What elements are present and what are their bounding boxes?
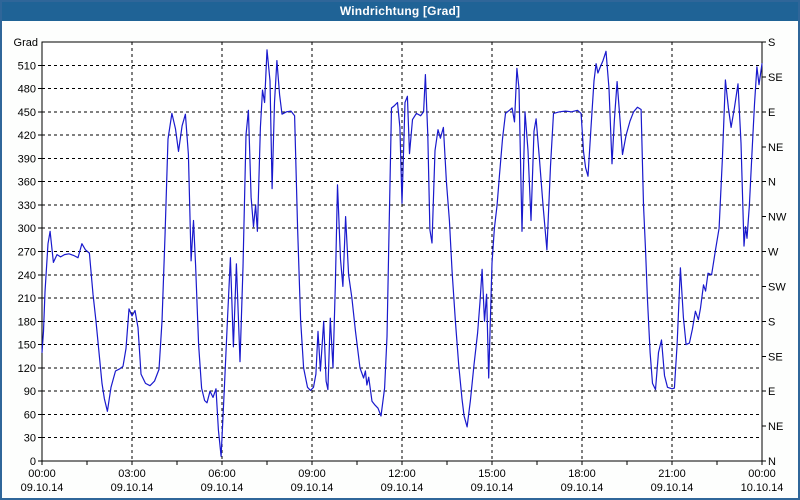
svg-text:N: N — [768, 456, 776, 468]
svg-text:09.10.14: 09.10.14 — [561, 482, 604, 494]
svg-text:30: 30 — [24, 433, 36, 445]
svg-text:E: E — [768, 386, 775, 398]
svg-text:N: N — [768, 177, 776, 189]
svg-text:240: 240 — [18, 270, 36, 282]
svg-text:300: 300 — [18, 223, 36, 235]
svg-text:Grad: Grad — [14, 37, 38, 49]
svg-text:510: 510 — [18, 60, 36, 72]
svg-text:E: E — [768, 107, 775, 119]
svg-text:270: 270 — [18, 247, 36, 259]
svg-text:390: 390 — [18, 153, 36, 165]
svg-text:450: 450 — [18, 107, 36, 119]
window-title: Windrichtung [Grad] — [339, 4, 461, 18]
svg-text:09.10.14: 09.10.14 — [21, 482, 64, 494]
svg-text:06:00: 06:00 — [208, 468, 236, 480]
svg-text:18:00: 18:00 — [568, 468, 596, 480]
svg-text:09.10.14: 09.10.14 — [381, 482, 424, 494]
svg-text:SE: SE — [768, 72, 783, 84]
svg-text:90: 90 — [24, 386, 36, 398]
svg-text:00:00: 00:00 — [748, 468, 776, 480]
svg-text:09.10.14: 09.10.14 — [111, 482, 154, 494]
svg-text:NW: NW — [768, 212, 787, 224]
svg-text:09:00: 09:00 — [298, 468, 326, 480]
svg-text:12:00: 12:00 — [388, 468, 416, 480]
svg-text:09.10.14: 09.10.14 — [471, 482, 514, 494]
svg-text:60: 60 — [24, 409, 36, 421]
svg-text:00:00: 00:00 — [28, 468, 56, 480]
window-title-bar: Windrichtung [Grad] — [2, 2, 798, 21]
svg-text:S: S — [768, 37, 775, 49]
svg-text:NE: NE — [768, 421, 783, 433]
svg-text:21:00: 21:00 — [658, 468, 686, 480]
svg-text:09.10.14: 09.10.14 — [651, 482, 694, 494]
svg-text:210: 210 — [18, 293, 36, 305]
svg-text:SE: SE — [768, 351, 783, 363]
svg-text:120: 120 — [18, 363, 36, 375]
svg-text:W: W — [768, 247, 779, 259]
svg-text:150: 150 — [18, 340, 36, 352]
svg-text:180: 180 — [18, 316, 36, 328]
svg-text:420: 420 — [18, 130, 36, 142]
svg-text:15:00: 15:00 — [478, 468, 506, 480]
svg-text:10.10.14: 10.10.14 — [741, 482, 784, 494]
svg-text:S: S — [768, 316, 775, 328]
svg-text:09.10.14: 09.10.14 — [291, 482, 334, 494]
svg-text:09.10.14: 09.10.14 — [201, 482, 244, 494]
svg-text:480: 480 — [18, 84, 36, 96]
svg-text:0: 0 — [30, 456, 36, 468]
svg-text:360: 360 — [18, 177, 36, 189]
svg-text:NE: NE — [768, 142, 783, 154]
svg-text:03:00: 03:00 — [118, 468, 146, 480]
svg-text:SW: SW — [768, 281, 786, 293]
svg-text:330: 330 — [18, 200, 36, 212]
